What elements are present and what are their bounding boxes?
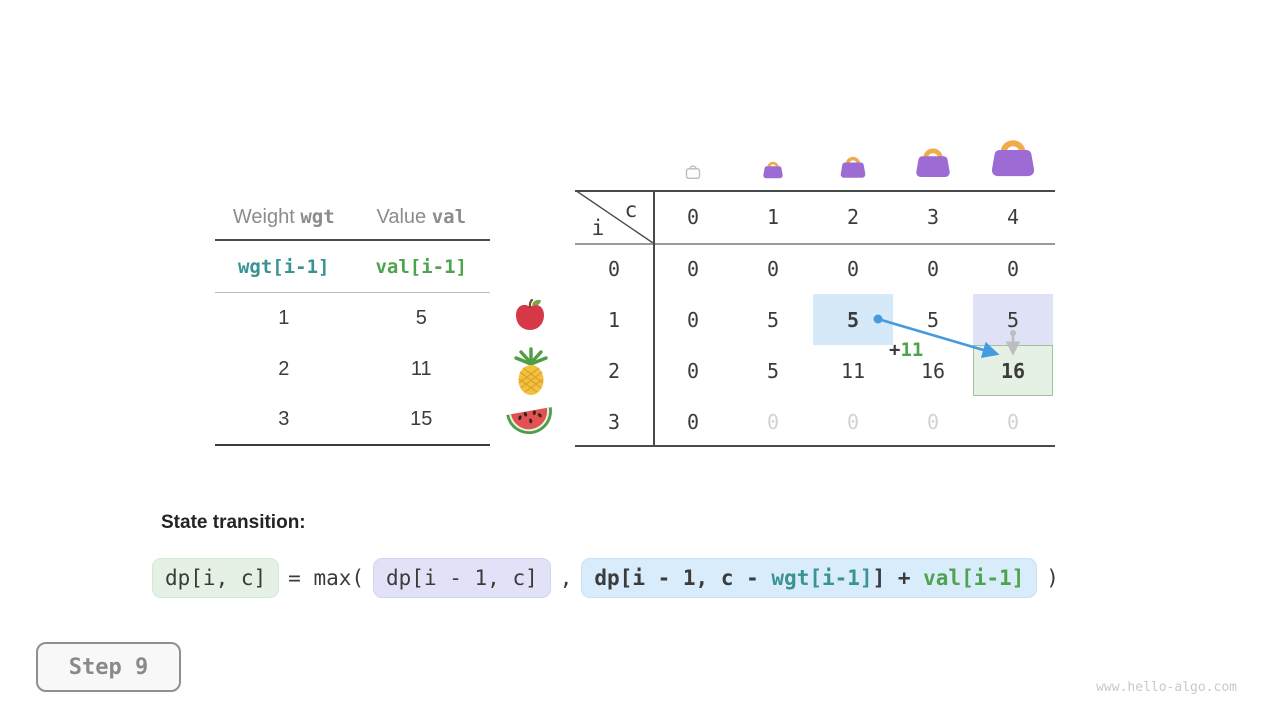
bag-icon-capacity-3 — [914, 143, 952, 184]
item-3-value: 15 — [410, 408, 433, 430]
dp-cell-1-3: 5 — [926, 307, 940, 332]
apple-icon — [512, 297, 548, 338]
bag-icon-capacity-1 — [762, 159, 784, 184]
dp-cell-3-2: 0 — [846, 409, 860, 434]
option2-val-term: val[i-1] — [923, 566, 1025, 590]
state-transition-heading: State transition: — [161, 512, 306, 533]
col-header-1: 1 — [766, 204, 780, 229]
item-row-3: 3 15 — [215, 395, 490, 446]
corner-col-variable: c — [624, 198, 638, 222]
dp-cell-3-1: 0 — [766, 409, 780, 434]
bag-icon-capacity-4 — [989, 133, 1037, 184]
formula-lhs-box: dp[i, c] — [152, 558, 280, 598]
dp-cell-1-2-highlight-source: 5 — [813, 294, 893, 345]
dp-table-vertical-line — [653, 190, 655, 447]
items-table: Weight wgt Value val wgt[i-1] val[i-1] 1… — [215, 196, 490, 446]
val-code-label: val — [431, 206, 467, 228]
dp-cell-0-2: 0 — [846, 256, 860, 281]
row-header-1: 1 — [607, 307, 621, 332]
wgt-code-label: wgt — [300, 206, 335, 228]
dp-cell-2-4-highlight-target: 16 — [973, 345, 1053, 396]
option2-middle: ] + — [872, 566, 924, 590]
dp-cell-0-3: 0 — [926, 256, 940, 281]
formula-comma: , — [559, 566, 573, 590]
dp-table: c i 0 1 2 3 4 0 0 0 0 0 0 1 0 5 5 5 5 2 … — [575, 190, 1055, 447]
bag-icon-capacity-2 — [839, 153, 867, 184]
dp-table-header-line — [575, 243, 1055, 245]
dp-cell-3-0: 0 — [686, 409, 700, 434]
option2-prefix: dp[i - 1, c - — [594, 566, 772, 590]
dp-table-top-line — [575, 190, 1055, 192]
col-header-4: 4 — [1006, 204, 1020, 229]
watermark: www.hello-algo.com — [1096, 680, 1237, 695]
formula-option2-box: dp[i - 1, c - wgt[i-1]] + val[i-1] — [581, 558, 1038, 598]
value-label: Value — [376, 206, 427, 228]
formula-close-paren: ) — [1046, 566, 1059, 590]
col-header-0: 0 — [686, 204, 700, 229]
plus-sign: + — [889, 339, 901, 361]
dp-cell-1-0: 0 — [686, 307, 700, 332]
formula-option1-box: dp[i - 1, c] — [373, 558, 551, 598]
dp-cell-0-4: 0 — [1006, 256, 1020, 281]
item-2-value: 11 — [410, 358, 432, 380]
dp-cell-3-4: 0 — [1006, 409, 1020, 434]
dp-cell-1-1: 5 — [766, 307, 780, 332]
state-transition-formula: dp[i, c] = max( dp[i - 1, c] , dp[i - 1,… — [152, 558, 1059, 598]
weight-label: Weight — [232, 206, 295, 228]
added-value: 11 — [900, 339, 924, 361]
item-1-value: 5 — [415, 307, 427, 329]
dp-table-bottom-line — [575, 445, 1055, 447]
row-header-3: 3 — [607, 409, 621, 434]
dp-cell-0-1: 0 — [766, 256, 780, 281]
watermelon-icon — [504, 397, 556, 448]
item-3-weight: 3 — [278, 408, 290, 430]
dp-cell-1-4-highlight-above: 5 — [973, 294, 1053, 345]
items-table-index-row: wgt[i-1] val[i-1] — [215, 241, 490, 293]
dp-cell-2-2: 11 — [840, 358, 866, 383]
dp-cell-2-1: 5 — [766, 358, 780, 383]
option2-wgt-term: wgt[i-1] — [771, 566, 873, 590]
pineapple-icon — [508, 346, 554, 401]
item-row-2: 2 11 — [215, 344, 490, 395]
dp-cell-3-3: 0 — [926, 409, 940, 434]
items-table-header-row: Weight wgt Value val — [215, 196, 490, 241]
corner-diagonal-line — [575, 190, 653, 243]
row-header-2: 2 — [607, 358, 621, 383]
weight-column-header: Weight wgt — [215, 206, 353, 229]
row-header-0: 0 — [607, 256, 621, 281]
col-header-3: 3 — [926, 204, 940, 229]
formula-eq-max: = max( — [288, 566, 365, 590]
dp-cell-2-0: 0 — [686, 358, 700, 383]
item-row-1: 1 5 — [215, 293, 490, 344]
item-1-weight: 1 — [278, 307, 290, 329]
corner-row-variable: i — [591, 216, 605, 240]
plus-value-annotation: +11 — [889, 339, 923, 361]
step-badge[interactable]: Step 9 — [36, 642, 181, 692]
val-index-expression: val[i-1] — [375, 255, 467, 278]
wgt-index-expression: wgt[i-1] — [237, 255, 330, 278]
item-2-weight: 2 — [278, 358, 290, 380]
value-column-header: Value val — [353, 206, 491, 229]
dp-cell-0-0: 0 — [686, 256, 700, 281]
col-header-2: 2 — [846, 204, 860, 229]
bag-icon-capacity-0 — [684, 163, 702, 185]
dp-cell-2-3: 16 — [920, 358, 946, 383]
